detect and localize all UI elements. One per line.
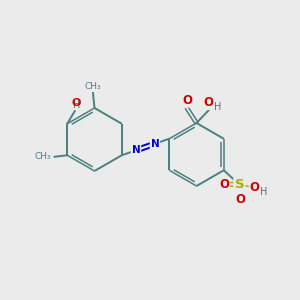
Text: H: H	[73, 100, 80, 110]
Text: O: O	[71, 98, 81, 108]
Text: S: S	[235, 178, 244, 191]
Text: O: O	[182, 94, 192, 107]
Text: O: O	[235, 193, 245, 206]
Text: O: O	[249, 181, 260, 194]
Text: CH₃: CH₃	[85, 82, 101, 91]
Text: O: O	[203, 97, 214, 110]
Text: N: N	[132, 145, 140, 155]
Text: H: H	[260, 187, 267, 197]
Text: O: O	[219, 178, 230, 190]
Text: H: H	[214, 101, 221, 112]
Text: CH₃: CH₃	[35, 152, 52, 161]
Text: N: N	[151, 139, 159, 149]
